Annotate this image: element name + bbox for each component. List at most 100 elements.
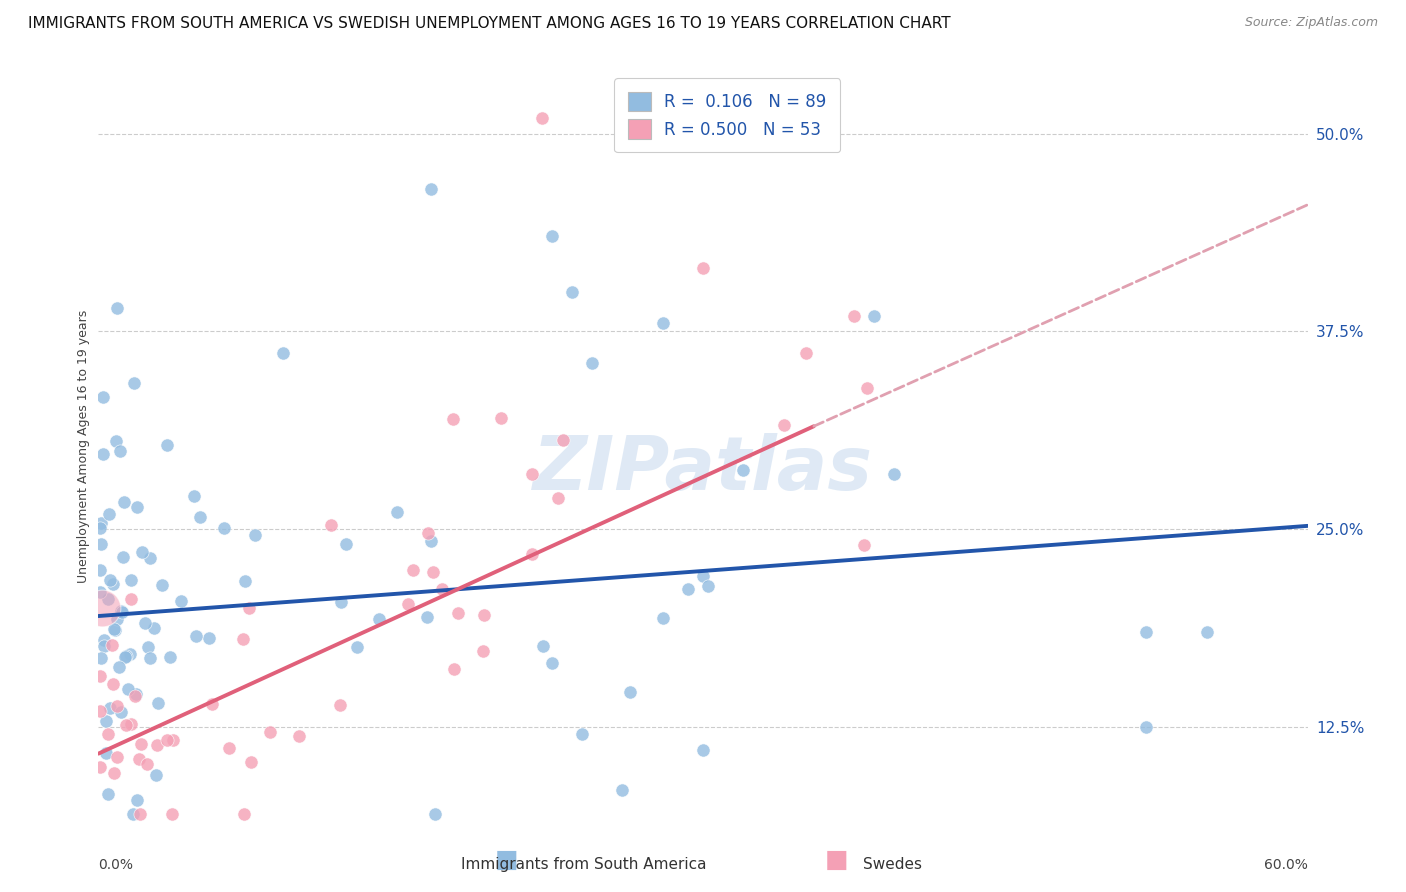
Point <box>346 640 368 654</box>
Point <box>218 741 240 756</box>
Point <box>91 447 114 461</box>
Point <box>188 510 211 524</box>
Point <box>1195 624 1218 639</box>
Point <box>122 806 145 821</box>
Point <box>98 700 121 714</box>
Point <box>432 582 454 596</box>
Point <box>118 647 141 661</box>
Point <box>127 500 149 514</box>
Point <box>114 649 136 664</box>
Point <box>105 434 128 448</box>
Point <box>692 742 714 756</box>
Point <box>520 467 543 481</box>
Point <box>89 704 111 718</box>
Point <box>117 681 139 696</box>
Point <box>329 698 352 713</box>
Point <box>170 593 193 607</box>
Point <box>447 606 470 620</box>
Point <box>186 629 208 643</box>
Point <box>97 592 120 607</box>
Point <box>472 607 495 622</box>
Point <box>103 766 125 780</box>
Point <box>232 806 254 821</box>
Point <box>110 604 132 618</box>
Point <box>531 640 554 654</box>
Point <box>98 573 121 587</box>
Point <box>91 390 114 404</box>
Point <box>107 660 129 674</box>
Y-axis label: Unemployment Among Ages 16 to 19 years: Unemployment Among Ages 16 to 19 years <box>77 310 90 582</box>
Point <box>423 806 446 821</box>
Point <box>128 751 150 765</box>
Point <box>416 525 439 540</box>
Point <box>125 687 148 701</box>
Point <box>112 550 135 565</box>
Text: 60.0%: 60.0% <box>1264 858 1308 872</box>
Point <box>212 521 235 535</box>
Point <box>233 574 256 588</box>
Text: ZIPatlas: ZIPatlas <box>533 433 873 506</box>
Point <box>104 623 127 637</box>
Point <box>259 725 281 739</box>
Point <box>139 551 162 566</box>
Point <box>402 563 425 577</box>
Text: IMMIGRANTS FROM SOUTH AMERICA VS SWEDISH UNEMPLOYMENT AMONG AGES 16 TO 19 YEARS : IMMIGRANTS FROM SOUTH AMERICA VS SWEDISH… <box>28 16 950 31</box>
Point <box>201 698 224 712</box>
Point <box>101 576 124 591</box>
Point <box>198 631 221 645</box>
Point <box>139 650 162 665</box>
Point <box>1135 720 1157 734</box>
Point <box>101 639 124 653</box>
Point <box>142 621 165 635</box>
Point <box>124 376 146 390</box>
Point <box>651 317 673 331</box>
Point <box>238 600 260 615</box>
Point <box>115 718 138 732</box>
Point <box>288 729 311 743</box>
Point <box>420 182 443 196</box>
Point <box>89 521 111 535</box>
Point <box>103 622 125 636</box>
Point <box>120 592 142 607</box>
Point <box>443 662 465 676</box>
Point <box>124 689 146 703</box>
Point <box>733 463 755 477</box>
Point <box>335 537 357 551</box>
Point <box>127 793 149 807</box>
Point <box>160 806 183 821</box>
Point <box>273 346 295 360</box>
Point <box>89 585 111 599</box>
Point <box>883 467 905 481</box>
Point <box>120 573 142 587</box>
Point <box>232 632 254 646</box>
Point <box>112 495 135 509</box>
Point <box>93 640 115 654</box>
Point <box>547 491 569 505</box>
Point <box>120 716 142 731</box>
Point <box>98 507 121 521</box>
Point <box>796 346 818 360</box>
Legend: R =  0.106   N = 89, R = 0.500   N = 53: R = 0.106 N = 89, R = 0.500 N = 53 <box>614 78 839 152</box>
Point <box>105 750 128 764</box>
Text: Source: ZipAtlas.com: Source: ZipAtlas.com <box>1244 16 1378 29</box>
Point <box>94 714 117 728</box>
Point <box>422 565 444 579</box>
Point <box>243 528 266 542</box>
Point <box>110 705 132 719</box>
Point <box>772 418 794 433</box>
Text: Immigrants from South America: Immigrants from South America <box>461 857 706 872</box>
Point <box>101 677 124 691</box>
Point <box>853 538 876 552</box>
Point <box>240 755 263 769</box>
Point <box>146 738 169 752</box>
Point <box>108 443 131 458</box>
Point <box>863 309 886 323</box>
Point <box>105 698 128 713</box>
Point <box>128 806 150 821</box>
Point <box>856 382 879 396</box>
Point <box>94 746 117 760</box>
Point <box>156 733 179 747</box>
Point <box>150 578 173 592</box>
Point <box>97 727 120 741</box>
Point <box>441 412 464 426</box>
